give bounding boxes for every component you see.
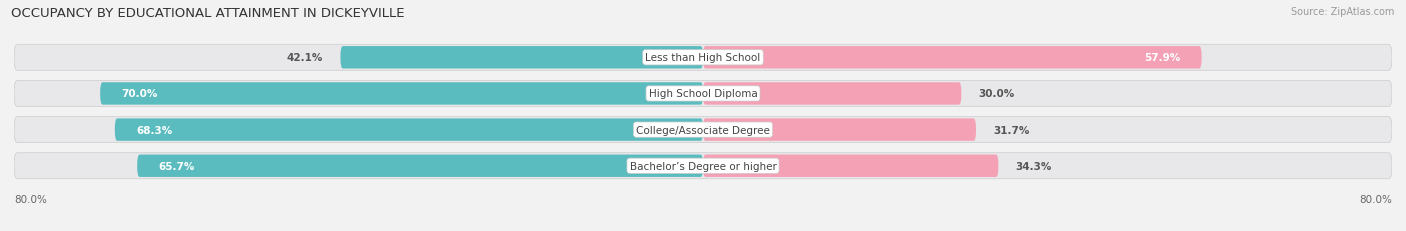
Text: Less than High School: Less than High School [645, 53, 761, 63]
FancyBboxPatch shape [703, 83, 962, 105]
FancyBboxPatch shape [115, 119, 703, 141]
Text: 65.7%: 65.7% [159, 161, 195, 171]
FancyBboxPatch shape [703, 119, 976, 141]
FancyBboxPatch shape [340, 47, 703, 69]
Text: OCCUPANCY BY EDUCATIONAL ATTAINMENT IN DICKEYVILLE: OCCUPANCY BY EDUCATIONAL ATTAINMENT IN D… [11, 7, 405, 20]
Text: Bachelor’s Degree or higher: Bachelor’s Degree or higher [630, 161, 776, 171]
Text: High School Diploma: High School Diploma [648, 89, 758, 99]
Text: Source: ZipAtlas.com: Source: ZipAtlas.com [1291, 7, 1395, 17]
Text: 34.3%: 34.3% [1015, 161, 1052, 171]
Text: College/Associate Degree: College/Associate Degree [636, 125, 770, 135]
FancyBboxPatch shape [703, 47, 1202, 69]
FancyBboxPatch shape [703, 155, 998, 177]
Text: 42.1%: 42.1% [287, 53, 323, 63]
Text: 57.9%: 57.9% [1144, 53, 1180, 63]
Text: 80.0%: 80.0% [14, 194, 46, 204]
Text: 31.7%: 31.7% [993, 125, 1029, 135]
FancyBboxPatch shape [100, 83, 703, 105]
Text: 70.0%: 70.0% [122, 89, 157, 99]
Text: 30.0%: 30.0% [979, 89, 1015, 99]
FancyBboxPatch shape [14, 45, 1392, 71]
Text: 68.3%: 68.3% [136, 125, 173, 135]
FancyBboxPatch shape [14, 117, 1392, 143]
Text: 80.0%: 80.0% [1360, 194, 1392, 204]
FancyBboxPatch shape [14, 81, 1392, 107]
FancyBboxPatch shape [14, 153, 1392, 179]
FancyBboxPatch shape [138, 155, 703, 177]
